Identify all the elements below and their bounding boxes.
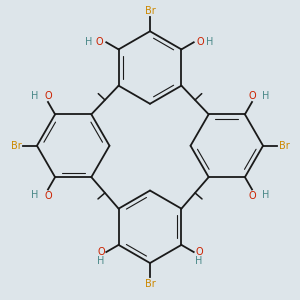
Text: H: H bbox=[262, 91, 269, 101]
Text: H: H bbox=[31, 91, 38, 101]
Text: O: O bbox=[97, 247, 105, 257]
Text: O: O bbox=[195, 247, 203, 257]
Text: Br: Br bbox=[145, 279, 155, 289]
Text: O: O bbox=[248, 91, 256, 100]
Text: H: H bbox=[85, 37, 93, 46]
Text: H: H bbox=[31, 190, 38, 200]
Text: O: O bbox=[196, 37, 204, 46]
Text: H: H bbox=[98, 256, 105, 266]
Text: Br: Br bbox=[279, 141, 289, 151]
Text: Br: Br bbox=[145, 6, 155, 16]
Text: O: O bbox=[96, 37, 104, 46]
Text: O: O bbox=[44, 91, 52, 100]
Text: Br: Br bbox=[11, 141, 21, 151]
Text: H: H bbox=[206, 37, 213, 46]
Text: O: O bbox=[248, 191, 256, 201]
Text: H: H bbox=[195, 256, 202, 266]
Text: O: O bbox=[44, 191, 52, 201]
Text: H: H bbox=[262, 190, 269, 200]
